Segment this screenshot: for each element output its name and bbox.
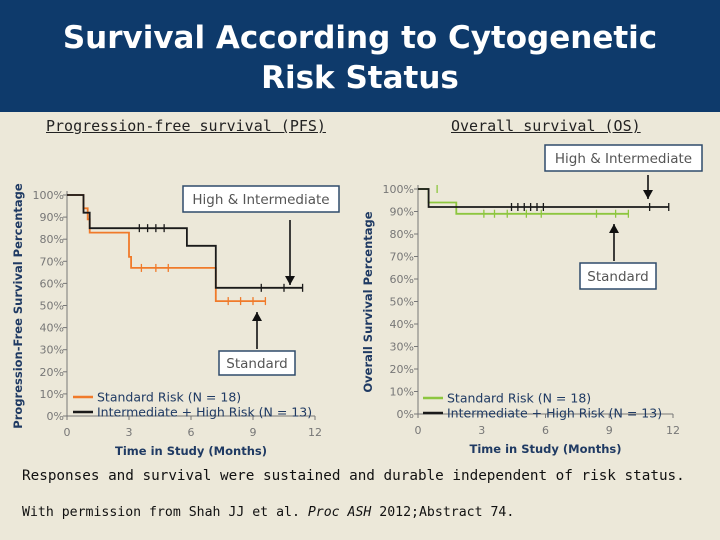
pfs-x-tick-label: 3 [126, 426, 133, 439]
os-arrowhead-standard [609, 224, 619, 233]
os-arrowhead-high [643, 190, 653, 199]
pfs-y-tick-label: 90% [40, 211, 64, 224]
os-series-line [418, 188, 669, 208]
title-bar [0, 0, 720, 112]
pfs-y-tick-label: 40% [40, 322, 64, 335]
os-y-tick-label: 0% [397, 408, 414, 421]
pfs-y-tick-label: 10% [40, 388, 64, 401]
pfs-arrowhead-standard [252, 312, 262, 321]
slide-title-line-2: Risk Status [261, 60, 459, 96]
os-y-tick-label: 50% [390, 296, 414, 309]
pfs-x-axis-label: Time in Study (Months) [115, 444, 267, 458]
os-callout-standard-label: Standard [587, 269, 648, 285]
pfs-y-tick-label: 20% [40, 366, 64, 379]
pfs-x-tick-label: 12 [308, 426, 322, 439]
os-subtitle: Overall survival (OS) [451, 117, 641, 135]
os-legend-label: Standard Risk (N = 18) [447, 391, 591, 406]
footer-credit-text: With permission from Shah JJ et al. [22, 505, 308, 520]
pfs-arrowhead-high [285, 276, 295, 285]
pfs-subtitle: Progression-free survival (PFS) [46, 117, 326, 135]
pfs-y-axis-label: Progression-Free Survival Percentage [11, 183, 25, 429]
os-y-tick-label: 30% [390, 341, 414, 354]
os-y-tick-label: 90% [390, 206, 414, 219]
pfs-y-tick-label: 50% [40, 300, 64, 313]
os-x-tick-label: 3 [478, 424, 485, 437]
pfs-callout-standard-box [218, 350, 296, 376]
os-y-tick-label: 70% [390, 251, 414, 264]
pfs-y-tick-label: 100% [33, 189, 64, 202]
pfs-callout-high-box [182, 185, 340, 213]
os-y-tick-label: 60% [390, 273, 414, 286]
os-y-tick-label: 40% [390, 318, 414, 331]
pfs-series-line [67, 194, 303, 289]
slide-title: Survival According to Cytogenetic Risk S… [0, 18, 720, 98]
os-legend-label: Intermediate + High Risk (N = 13) [447, 406, 662, 421]
pfs-y-tick-label: 60% [40, 277, 64, 290]
os-y-tick-label: 80% [390, 228, 414, 241]
pfs-callout-high-label: High & Intermediate [192, 192, 329, 208]
footer-credit-journal: Proc ASH [307, 505, 372, 520]
os-y-tick-label: 20% [390, 363, 414, 376]
os-callout-high-label: High & Intermediate [555, 151, 692, 167]
pfs-legend-label: Intermediate + High Risk (N = 13) [97, 405, 312, 420]
pfs-y-tick-label: 80% [40, 233, 64, 246]
pfs-x-tick-label: 9 [250, 426, 257, 439]
os-callout-high-box [544, 144, 703, 172]
pfs-y-tick-label: 30% [40, 344, 64, 357]
footer-credit-citation: 2012;Abstract 74. [371, 505, 515, 520]
pfs-y-tick-label: 70% [40, 255, 64, 268]
os-x-tick-label: 12 [666, 424, 680, 437]
os-x-tick-label: 6 [542, 424, 549, 437]
footer-credit: With permission from Shah JJ et al. Proc… [22, 505, 514, 520]
footer-summary: Responses and survival were sustained an… [22, 468, 685, 484]
slide-title-line-1: Survival According to Cytogenetic [62, 20, 658, 56]
os-y-tick-label: 100% [383, 183, 414, 196]
os-x-tick-label: 9 [606, 424, 613, 437]
pfs-callout-standard-label: Standard [226, 356, 287, 372]
os-y-tick-label: 10% [390, 386, 414, 399]
os-y-axis-label: Overall Survival Percentage [361, 211, 375, 392]
os-x-tick-label: 0 [415, 424, 422, 437]
pfs-x-tick-label: 0 [64, 426, 71, 439]
pfs-x-tick-label: 6 [188, 426, 195, 439]
pfs-legend-label: Standard Risk (N = 18) [97, 390, 241, 405]
pfs-y-tick-label: 0% [47, 410, 64, 423]
os-x-axis-label: Time in Study (Months) [470, 442, 622, 456]
os-callout-standard-box [579, 262, 657, 290]
